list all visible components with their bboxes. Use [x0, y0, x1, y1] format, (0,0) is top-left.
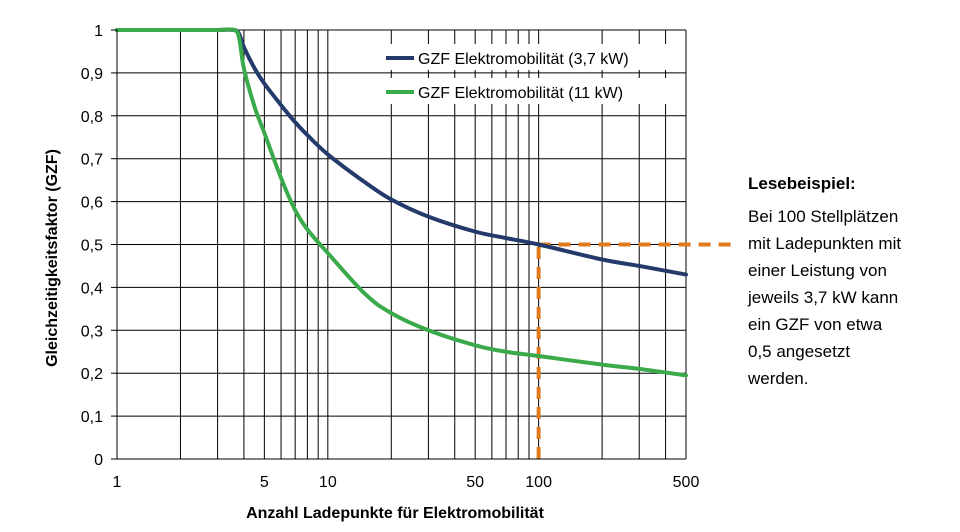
legend-label-2: GZF Elektromobilität (11 kW) — [418, 85, 623, 102]
axes: 0 0,1 0,2 0,3 0,4 0,5 0,6 0,7 0,8 0,9 1 1 5 10 50 100 50… — [81, 23, 700, 491]
x-tick-label: 10 — [319, 474, 337, 491]
legend-bg — [378, 44, 676, 70]
note-line: ein GZF von etwa — [748, 315, 883, 334]
legend-label-1: GZF Elektromobilität (3,7 kW) — [418, 51, 629, 68]
y-tick-label: 1 — [94, 23, 103, 40]
y-tick-label: 0,3 — [81, 323, 103, 340]
y-axis-label: Gleichzeitigkeitsfaktor (GZF) — [44, 149, 61, 367]
note-line: werden. — [748, 369, 809, 388]
y-tick-label: 0,8 — [81, 109, 103, 126]
x-tick-label: 500 — [673, 474, 700, 491]
note-title: Lesebeispiel: — [748, 174, 856, 193]
legend-bg — [378, 78, 676, 104]
y-tick-label: 0,4 — [81, 280, 103, 297]
y-tick-label: 0,1 — [81, 409, 103, 426]
reading-example-guide — [536, 242, 734, 459]
note-line: einer Leistung von — [748, 261, 887, 280]
series-line-2 — [115, 27, 688, 378]
y-tick-label: 0,5 — [81, 238, 103, 255]
y-tick-label: 0,7 — [81, 152, 103, 169]
x-tick-label: 1 — [113, 474, 122, 491]
series-lines — [115, 27, 688, 378]
y-tick-label: 0,2 — [81, 366, 103, 383]
note-line: 0,5 angesetzt — [748, 342, 851, 361]
x-tick-label: 100 — [525, 474, 552, 491]
y-tick-label: 0 — [94, 452, 103, 469]
legend: GZF Elektromobilität (3,7 kW) GZF Elektro… — [378, 44, 676, 104]
note-line: Bei 100 Stellplätzen — [748, 207, 899, 226]
x-axis-label: Anzahl Ladepunkte für Elektromobilität — [246, 505, 544, 522]
x-tick-label: 50 — [466, 474, 484, 491]
y-tick-label: 0,9 — [81, 66, 103, 83]
note-line: jeweils 3,7 kW kann — [748, 288, 899, 307]
note-line: mit Ladepunkten mit — [748, 234, 902, 253]
reading-example-note: Lesebeispiel: Bei 100 Stellplätzen mit L… — [748, 174, 958, 392]
x-tick-label: 5 — [260, 474, 269, 491]
y-tick-label: 0,6 — [81, 195, 103, 212]
